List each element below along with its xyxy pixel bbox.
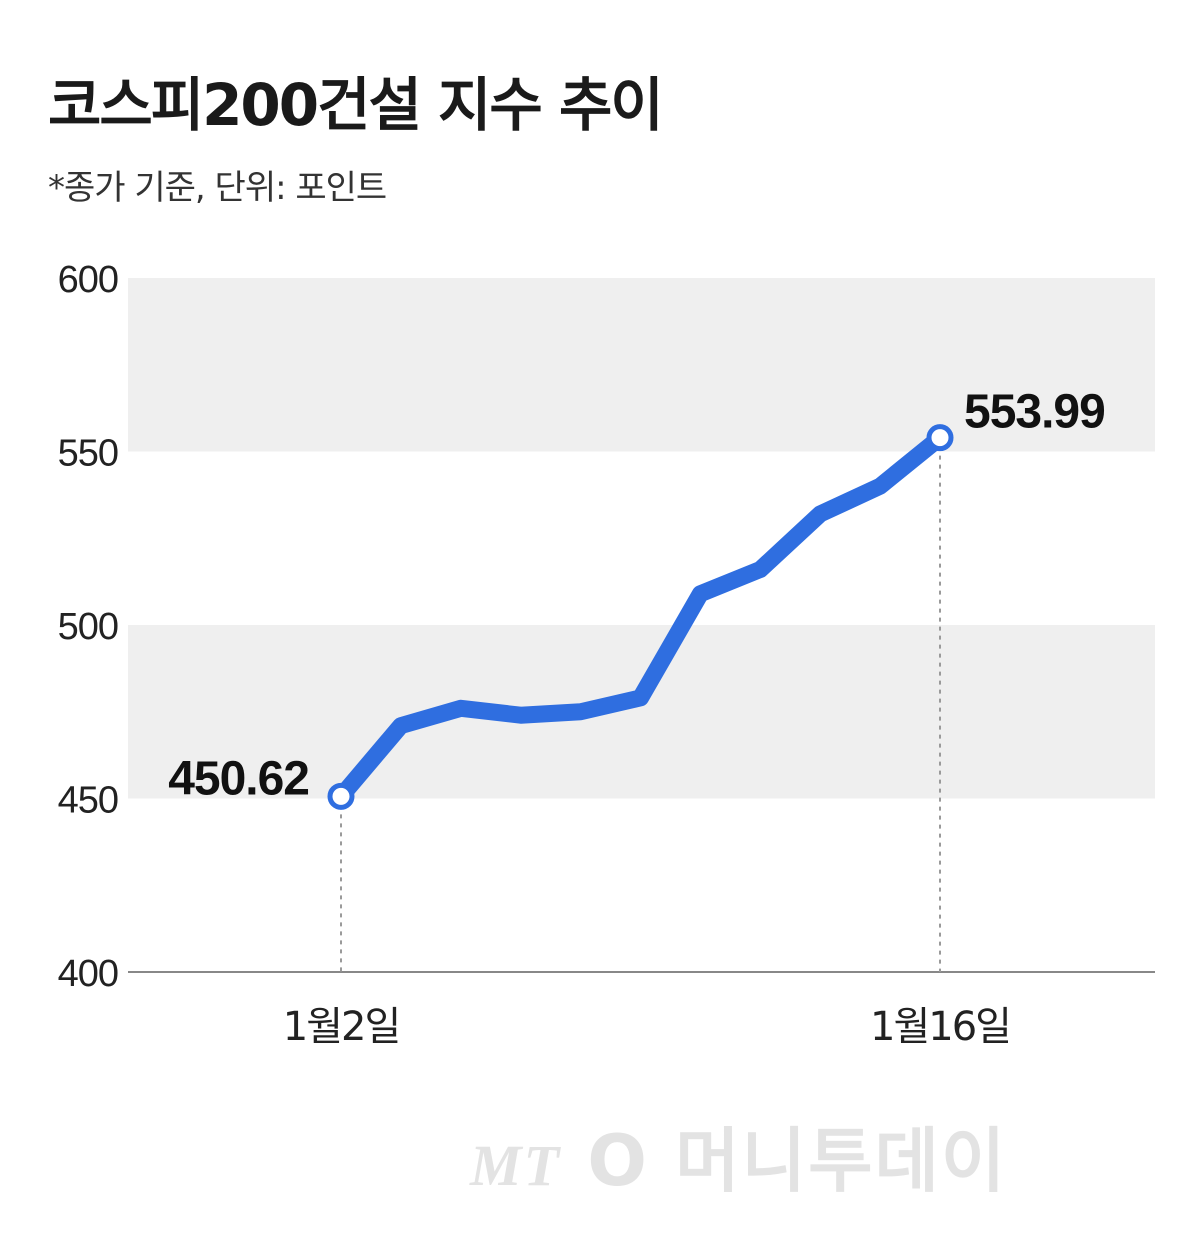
guide-lines [340,437,941,972]
y-tick-400: 400 [58,953,118,995]
end-markers [327,424,954,810]
y-tick-450: 450 [58,780,118,822]
chart-subtitle: *종가 기준, 단위: 포인트 [48,168,387,208]
y-tick-500: 500 [58,606,118,648]
series-line [332,429,949,805]
x-axis-ticks: 1월2일 1월16일 [283,1004,1012,1050]
marker-1월2일 [327,782,355,810]
band-1 [128,625,1155,799]
chart-title: 코스피200건설 지수 추이 [48,71,664,139]
x-tick-1: 1월16일 [870,1004,1010,1050]
background-bands [128,278,1155,799]
y-tick-600: 600 [58,259,118,301]
data-labels: 450.62 553.99 [168,386,1106,806]
watermark-name: 머니투데이 [675,1120,1008,1202]
x-tick-0: 1월2일 [283,1004,400,1050]
band-0 [128,278,1155,452]
money-today-watermark: MT O 머니투데이 [470,1105,1007,1206]
watermark-mt: MT [470,1133,561,1198]
data-label-first: 450.62 [168,752,309,805]
marker-1월16일 [926,424,954,452]
watermark-o: O [587,1120,649,1202]
y-axis-ticks: 600 550 500 450 400 [58,259,119,995]
data-label-last: 553.99 [964,386,1105,439]
y-tick-550: 550 [58,433,118,475]
